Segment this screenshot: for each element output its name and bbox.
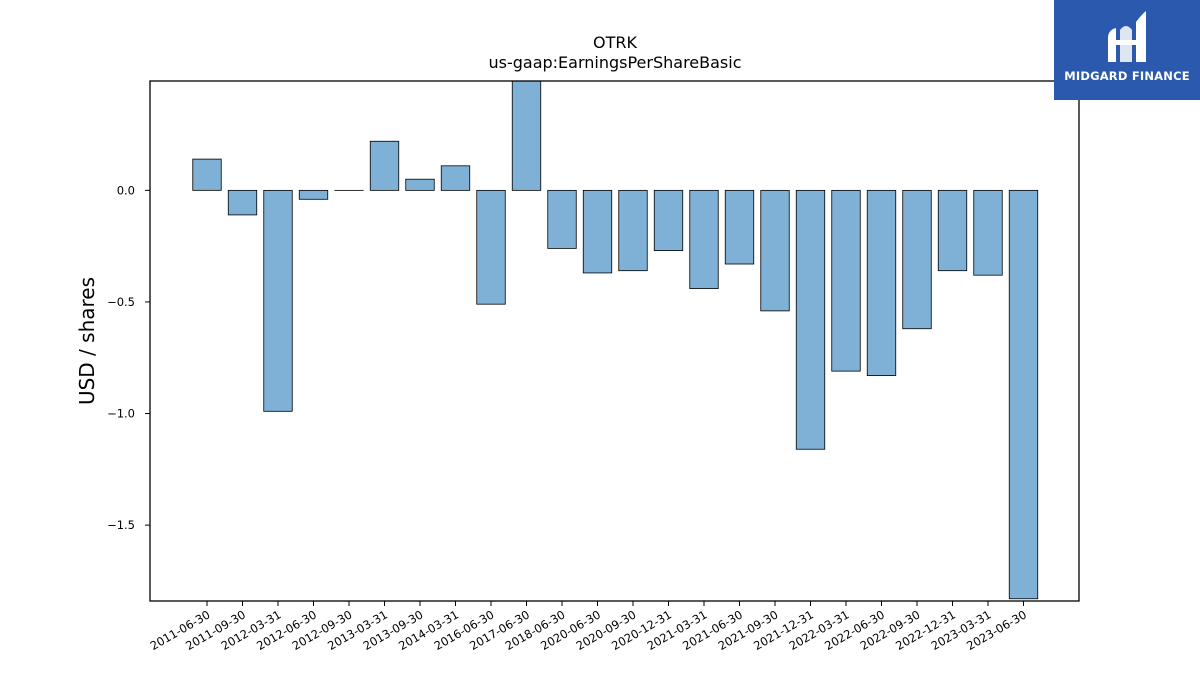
bar <box>440 165 471 191</box>
bar <box>653 189 684 252</box>
y-tick-label: −1.5 <box>107 518 135 532</box>
bar <box>689 189 719 289</box>
x-ticks: 2011-06-302011-09-302012-03-312012-06-30… <box>148 601 1029 653</box>
bar <box>724 189 755 265</box>
bar <box>547 189 577 249</box>
plot-frame <box>149 80 1080 602</box>
bar <box>192 158 222 191</box>
y-tick-label: −0.5 <box>107 295 135 309</box>
chart-title: OTRK <box>593 33 637 52</box>
bar <box>795 189 826 450</box>
y-tick-label: −1.0 <box>107 407 135 421</box>
bar <box>618 189 648 272</box>
bar <box>902 189 932 330</box>
chart-subtitle: us-gaap:EarningsPerShareBasic <box>488 53 741 72</box>
bar <box>263 189 293 412</box>
bar <box>405 178 435 191</box>
bar <box>227 189 258 216</box>
bar <box>831 189 861 372</box>
y-tick-label: 0.0 <box>117 183 135 197</box>
bar <box>298 189 329 200</box>
bar <box>369 140 400 191</box>
bar <box>760 189 790 312</box>
bar <box>973 189 1003 276</box>
bar <box>582 189 613 274</box>
bars <box>192 80 1039 600</box>
midgard-logo-icon <box>1108 11 1146 62</box>
bar <box>937 189 968 272</box>
logo: MIDGARD FINANCE <box>1054 0 1200 100</box>
bar <box>1008 189 1039 600</box>
bar <box>866 189 897 377</box>
bar <box>511 80 542 191</box>
logo-text: MIDGARD FINANCE <box>1064 69 1190 83</box>
y-axis-label: USD / shares <box>75 277 99 405</box>
y-ticks: 0.0 −0.5 −1.0 −1.5 <box>107 183 150 532</box>
bar <box>476 189 506 305</box>
